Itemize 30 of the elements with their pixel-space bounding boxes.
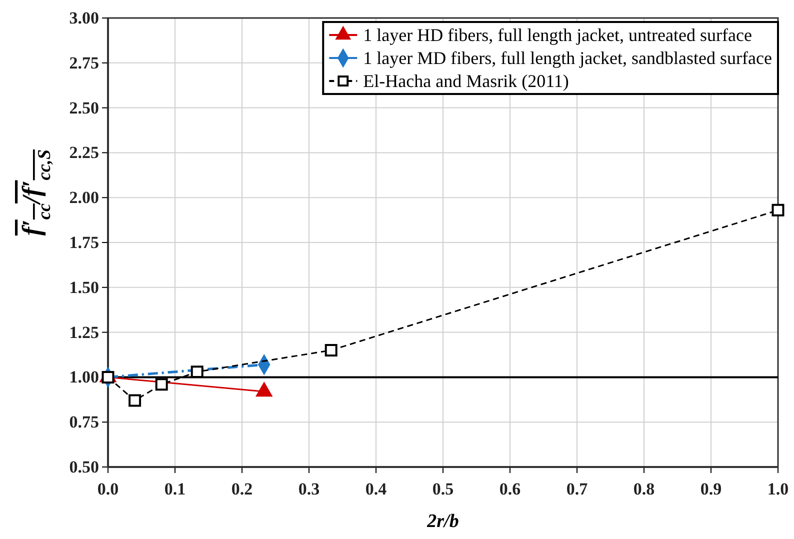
y-tick-label: 1.00 — [69, 368, 99, 387]
x-tick-label: 0.9 — [700, 480, 722, 499]
y-tick-label: 1.75 — [69, 232, 99, 252]
y-tick-label: 3.00 — [69, 8, 99, 28]
x-tick-label: 0.7 — [566, 480, 588, 499]
x-tick-label: 1.0 — [767, 480, 789, 499]
x-tick-label: 0.2 — [231, 480, 253, 499]
x-tick-label: 0.6 — [499, 480, 521, 499]
x-tick-label: 0.8 — [633, 480, 655, 499]
y-tick-label: 2.50 — [69, 98, 99, 118]
point — [324, 344, 338, 357]
y-tick-label: 0.50 — [69, 457, 99, 476]
legend-label: 1 layer HD fibers, full length jacket, untreated surface — [363, 25, 752, 45]
legend-label: El-Hacha and Masrik (2011) — [363, 71, 569, 91]
y-tick-label: 2.00 — [69, 188, 99, 208]
x-tick-label: 0.4 — [365, 480, 388, 499]
y-tick-label: 1.50 — [69, 278, 99, 297]
point — [772, 204, 784, 216]
x-tick-label: 0.3 — [298, 480, 320, 499]
x-axis-title: 2r/b — [426, 511, 459, 532]
legend-label: 1 layer MD fibers, full length jacket, sandblasted surface — [363, 48, 772, 68]
x-tick-label: 0.1 — [164, 480, 186, 499]
x-tick-label: 0.0 — [97, 480, 119, 499]
point — [128, 394, 142, 407]
y-tick-label: 1.25 — [69, 322, 99, 342]
point — [155, 378, 168, 391]
y-tick-label: 0.75 — [69, 412, 99, 432]
y-tick-label: 2.25 — [69, 143, 99, 162]
y-tick-label: 2.75 — [69, 53, 99, 72]
x-tick-label: 0.5 — [432, 480, 454, 499]
